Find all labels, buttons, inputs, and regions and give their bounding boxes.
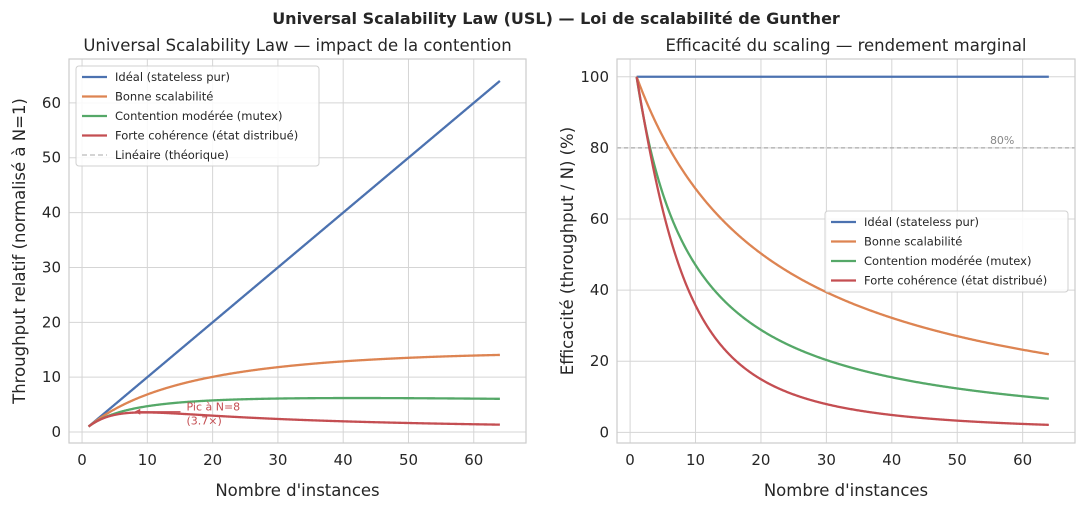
right-legend-label-3: Forte cohérence (état distribué) <box>864 274 1047 288</box>
right-y-tick-label: 80 <box>590 139 609 157</box>
right-reference-label: 80% <box>990 134 1014 147</box>
left-y-tick-label: 60 <box>42 94 61 112</box>
left-x-tick-label: 30 <box>268 451 287 469</box>
left-annotation-arrowhead <box>134 408 141 415</box>
right-legend-label-0: Idéal (stateless pur) <box>864 215 979 229</box>
left-y-tick-label: 40 <box>42 204 61 222</box>
left-y-tick-label: 20 <box>42 313 61 331</box>
right-chart: 0 10 20 30 40 50 60 0 20 40 60 80 100 80% Efficacité d… <box>558 36 1076 500</box>
left-annotation-text: Pic à N=8 <box>187 401 241 414</box>
right-y-axis-label: Efficacité (throughput / N) (%) <box>558 127 577 375</box>
right-y-tick-label: 100 <box>580 68 609 86</box>
right-x-axis-label: Nombre d'instances <box>764 481 928 500</box>
left-legend-label-2: Contention modérée (mutex) <box>115 109 282 123</box>
right-series-line-3 <box>635 76 1049 427</box>
right-x-tick-label: 10 <box>686 451 705 469</box>
right-plot-frame <box>616 58 1076 444</box>
left-legend-box <box>75 65 320 167</box>
right-y-tick-label: 0 <box>599 423 609 441</box>
left-x-tick-label: 0 <box>77 451 87 469</box>
left-series-line-1 <box>87 353 500 428</box>
right-x-tick-label: 60 <box>1013 451 1032 469</box>
left-series-line-0 <box>87 80 501 428</box>
right-chart-title: Efficacité du scaling — rendement margin… <box>665 36 1026 55</box>
left-x-tick-label: 20 <box>203 451 222 469</box>
right-x-tick-label: 0 <box>625 451 635 469</box>
left-chart: 0 10 20 30 40 50 60 0 10 20 30 40 50 60 Pic à N=8(3.7×… <box>10 36 527 500</box>
left-legend-label-3: Forte cohérence (état distribué) <box>115 129 298 143</box>
left-plot-frame <box>68 58 527 444</box>
left-y-axis-label: Throughput relatif (normalisé à N=1) <box>10 98 29 405</box>
left-y-tick-label: 30 <box>42 258 61 276</box>
right-x-tick-label: 50 <box>948 451 967 469</box>
right-x-tick-label: 40 <box>882 451 901 469</box>
right-y-tick-label: 60 <box>590 210 609 228</box>
left-y-tick-label: 50 <box>42 149 61 167</box>
left-series-line-3 <box>87 411 500 428</box>
left-legend-label-4: Linéaire (théorique) <box>115 148 229 162</box>
right-y-tick-label: 40 <box>590 281 609 299</box>
left-series-line-2 <box>87 396 500 428</box>
left-x-tick-label: 40 <box>334 451 353 469</box>
figure-suptitle: Universal Scalability Law (USL) — Loi de… <box>272 9 840 28</box>
left-x-axis-label: Nombre d'instances <box>215 481 379 500</box>
right-x-tick-label: 20 <box>751 451 770 469</box>
left-annotation-text-2: (3.7×) <box>187 415 222 428</box>
right-legend-label-1: Bonne scalabilité <box>864 235 962 249</box>
left-y-tick-label: 10 <box>42 368 61 386</box>
left-chart-title: Universal Scalability Law — impact de la… <box>83 36 511 55</box>
left-x-tick-label: 60 <box>464 451 483 469</box>
right-y-tick-label: 20 <box>590 352 609 370</box>
left-y-tick-label: 0 <box>51 423 61 441</box>
right-x-tick-label: 30 <box>817 451 836 469</box>
left-x-tick-label: 10 <box>138 451 157 469</box>
right-series-line-2 <box>635 76 1049 400</box>
right-legend-label-2: Contention modérée (mutex) <box>864 254 1031 268</box>
left-legend-label-0: Idéal (stateless pur) <box>115 70 230 84</box>
right-series-line-1 <box>635 76 1050 356</box>
right-legend-box <box>824 210 1069 293</box>
left-x-tick-label: 50 <box>399 451 418 469</box>
left-legend-label-1: Bonne scalabilité <box>115 90 213 104</box>
